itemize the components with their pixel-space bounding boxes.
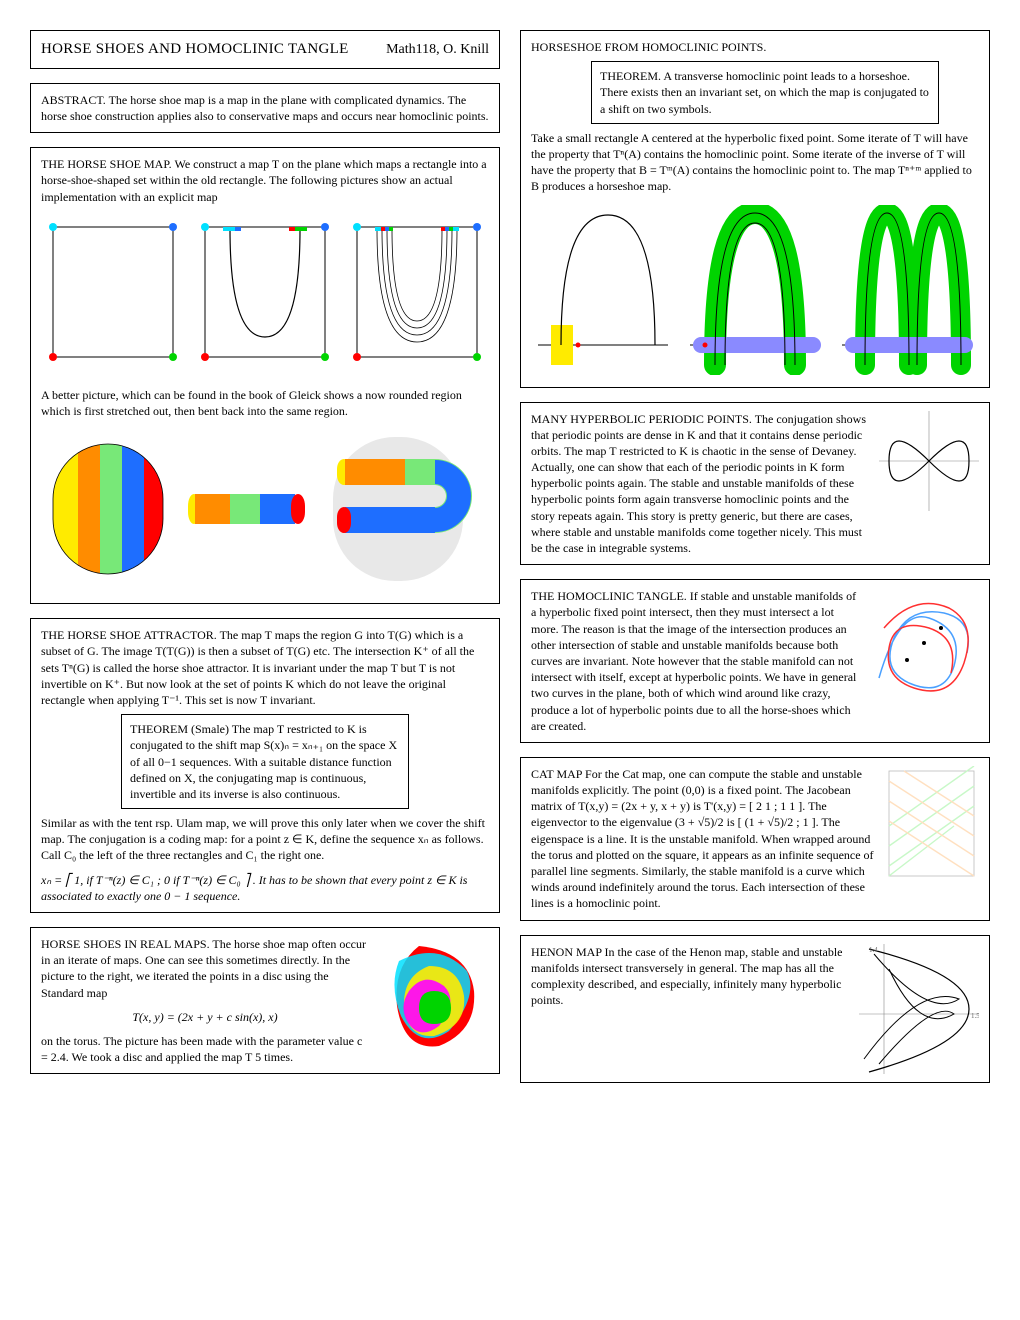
horseshoe-map-box: THE HORSE SHOE MAP. We construct a map T…: [30, 147, 500, 604]
abstract-box: ABSTRACT. The horse shoe map is a map in…: [30, 83, 500, 133]
homoclinic-theorem-text: THEOREM. A transverse homoclinic point l…: [600, 69, 929, 115]
iterate-figures-row: [533, 205, 977, 375]
stretched-bar-fig: [183, 479, 313, 539]
attractor-box: THE HORSE SHOE ATTRACTOR. The map T maps…: [30, 618, 500, 913]
theorem-smale-text: THEOREM (Smale) The map T restricted to …: [130, 722, 397, 801]
many-hyperbolic-box: MANY HYPERBOLIC PERIODIC POINTS. The con…: [520, 402, 990, 566]
left-column: HORSE SHOES AND HOMOCLINIC TANGLE Math11…: [30, 30, 500, 1083]
iterate-fig-3: [837, 205, 977, 375]
standard-map-fig: [379, 936, 489, 1056]
tangle-box: THE HOMOCLINIC TANGLE. If stable and uns…: [520, 579, 990, 743]
iterate-fig-1: [533, 205, 673, 375]
folded-fig: [323, 429, 473, 589]
coding-formula: xₙ = ⎡ 1, if T⁻ⁿ(z) ∈ C₁ ; 0 if T⁻ⁿ(z) ∈…: [41, 872, 489, 904]
horseshoe-figures-row: [43, 217, 487, 367]
many-hyperbolic-text: MANY HYPERBOLIC PERIODIC POINTS. The con…: [531, 412, 866, 556]
realmaps-tail: on the torus. The picture has been made …: [41, 1034, 362, 1064]
realmaps-box: HORSE SHOES IN REAL MAPS. The horse shoe…: [30, 927, 500, 1074]
horseshoe-fig-3: [347, 217, 487, 367]
tangle-text: THE HOMOCLINIC TANGLE. If stable and uns…: [531, 589, 856, 733]
page-author: Math118, O. Knill: [386, 41, 489, 60]
stadium-fig: [43, 434, 173, 584]
right-column: HORSESHOE FROM HOMOCLINIC POINTS. THEORE…: [520, 30, 990, 1083]
page-title: HORSE SHOES AND HOMOCLINIC TANGLE: [41, 39, 349, 59]
similar-text: Similar as with the tent rsp. Ulam map, …: [41, 816, 485, 862]
homoclinic-title: HORSESHOE FROM HOMOCLINIC POINTS.: [531, 40, 766, 54]
henon-box: HENON MAP In the case of the Henon map, …: [520, 935, 990, 1083]
tangle-fig: [869, 588, 979, 708]
svg-text:1.5: 1.5: [971, 1012, 979, 1020]
homoclinic-box: HORSESHOE FROM HOMOCLINIC POINTS. THEORE…: [520, 30, 990, 388]
catmap-fig: [884, 766, 979, 881]
title-box: HORSE SHOES AND HOMOCLINIC TANGLE Math11…: [30, 30, 500, 69]
homoclinic-theorem: THEOREM. A transverse homoclinic point l…: [591, 61, 939, 124]
better-picture-text: A better picture, which can be found in …: [41, 388, 462, 418]
page: HORSE SHOES AND HOMOCLINIC TANGLE Math11…: [30, 30, 990, 1083]
svg-text:1.4: 1.4: [869, 946, 878, 954]
realmaps-text: HORSE SHOES IN REAL MAPS. The horse shoe…: [41, 937, 366, 1000]
realmaps-formula: T(x, y) = (2x + y + c sin(x), x): [41, 1009, 369, 1025]
horseshoe-map-text: THE HORSE SHOE MAP. We construct a map T…: [41, 157, 487, 203]
gleick-figures-row: [43, 429, 487, 589]
theorem-smale: THEOREM (Smale) The map T restricted to …: [121, 714, 409, 809]
horseshoe-fig-2: [195, 217, 335, 367]
horseshoe-fig-1: [43, 217, 183, 367]
iterate-fig-2: [685, 205, 825, 375]
attractor-text: THE HORSE SHOE ATTRACTOR. The map T maps…: [41, 628, 474, 707]
henon-text: HENON MAP In the case of the Henon map, …: [531, 944, 849, 1009]
catmap-box: CAT MAP For the Cat map, one can compute…: [520, 757, 990, 921]
abstract-text: ABSTRACT. The horse shoe map is a map in…: [41, 93, 489, 123]
henon-fig: 1.5 1.4: [859, 944, 979, 1074]
figure-eight-fig: [879, 411, 979, 511]
catmap-text: CAT MAP For the Cat map, one can compute…: [531, 767, 874, 911]
homoclinic-text: Take a small rectangle A centered at the…: [531, 131, 972, 194]
